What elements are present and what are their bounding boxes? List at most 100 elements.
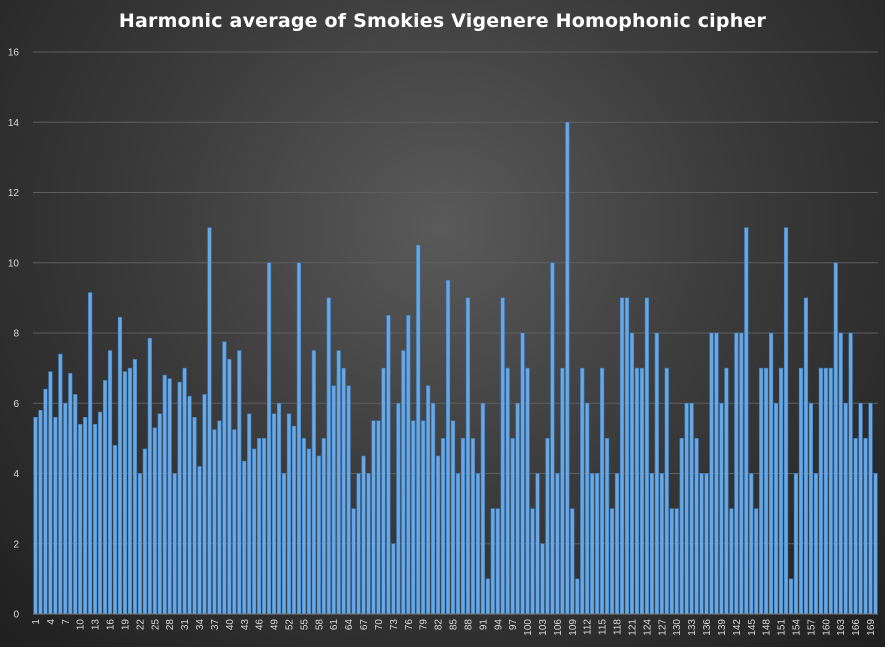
bar-101 xyxy=(530,508,535,615)
bar-125 xyxy=(649,473,654,615)
bar-50 xyxy=(276,402,282,615)
bar-85 xyxy=(450,420,456,615)
bar-5 xyxy=(53,416,58,615)
bar-35 xyxy=(202,394,207,615)
x-tick-label: 130 xyxy=(672,619,683,636)
bar-158 xyxy=(813,473,818,615)
chart-title: Harmonic average of Smokies Vigenere Hom… xyxy=(118,10,767,32)
bar-94 xyxy=(495,508,500,615)
bar-107 xyxy=(560,367,565,615)
x-tick-label: 13 xyxy=(91,619,102,631)
bar-104 xyxy=(545,438,550,615)
bar-51 xyxy=(281,473,287,615)
y-tick-label: 0 xyxy=(13,610,19,621)
x-tick-label: 61 xyxy=(329,619,340,631)
x-tick-label: 7 xyxy=(61,619,72,625)
bar-160 xyxy=(823,367,828,615)
bar-38 xyxy=(217,420,222,615)
bar-12 xyxy=(88,292,93,615)
x-tick-label: 91 xyxy=(478,619,489,631)
bar-82 xyxy=(436,455,441,615)
bar-161 xyxy=(828,367,833,615)
bar-89 xyxy=(470,438,475,615)
y-tick-label: 6 xyxy=(13,399,19,410)
x-tick-label: 10 xyxy=(76,619,87,631)
x-tick-label: 157 xyxy=(806,619,817,636)
bar-25 xyxy=(152,427,157,615)
bar-57 xyxy=(311,350,316,615)
x-tick-label: 154 xyxy=(791,619,802,636)
x-tick-label: 67 xyxy=(359,619,370,631)
bar-3 xyxy=(43,388,48,615)
y-tick-label: 10 xyxy=(8,258,20,269)
bar-66 xyxy=(356,473,361,615)
bar-7 xyxy=(63,402,68,615)
bar-154 xyxy=(793,473,799,615)
bar-147 xyxy=(759,367,764,615)
x-tick-label: 43 xyxy=(240,619,251,631)
bar-65 xyxy=(351,508,356,615)
bar-73 xyxy=(391,543,396,615)
bar-128 xyxy=(664,367,669,615)
x-tick-label: 118 xyxy=(613,619,624,635)
bar-27 xyxy=(162,374,167,615)
x-tick-label: 106 xyxy=(553,619,564,636)
bar-166 xyxy=(853,438,858,615)
bar-64 xyxy=(346,385,351,615)
bar-144 xyxy=(744,227,749,615)
bar-70 xyxy=(376,420,381,615)
x-tick-label: 85 xyxy=(449,619,460,631)
bar-53 xyxy=(291,425,297,615)
x-tick-label: 34 xyxy=(195,619,206,631)
bar-133 xyxy=(689,402,694,615)
bar-21 xyxy=(132,359,137,615)
y-tick-label: 4 xyxy=(13,469,19,480)
bar-122 xyxy=(634,367,640,615)
x-tick-label: 148 xyxy=(762,619,773,636)
x-tick-label: 49 xyxy=(270,619,281,631)
x-tick-label: 4 xyxy=(46,619,57,625)
bar-170 xyxy=(873,473,878,615)
bar-108 xyxy=(565,121,570,615)
x-tick-label: 145 xyxy=(747,619,758,636)
bar-78 xyxy=(416,244,421,615)
bar-24 xyxy=(147,337,152,615)
bar-98 xyxy=(515,402,520,615)
bar-17 xyxy=(112,445,118,615)
bar-67 xyxy=(361,455,366,615)
x-tick-label: 25 xyxy=(150,619,161,631)
bar-13 xyxy=(93,424,98,615)
bar-90 xyxy=(475,473,480,615)
bar-61 xyxy=(331,385,336,615)
bar-169 xyxy=(868,402,873,615)
bar-103 xyxy=(540,543,545,615)
bar-164 xyxy=(843,402,848,615)
x-tick-label: 79 xyxy=(419,619,430,631)
bar-168 xyxy=(863,438,868,615)
bar-111 xyxy=(580,367,585,615)
x-tick-label: 70 xyxy=(374,619,385,631)
bar-32 xyxy=(187,395,192,615)
bar-46 xyxy=(257,438,262,615)
bar-81 xyxy=(431,402,436,615)
bar-139 xyxy=(719,402,724,615)
bar-54 xyxy=(296,262,302,615)
bar-124 xyxy=(644,297,649,615)
bar-97 xyxy=(510,438,515,615)
bar-167 xyxy=(858,402,863,615)
bar-140 xyxy=(724,367,729,615)
bar-80 xyxy=(426,385,431,615)
y-tick-label: 12 xyxy=(8,188,20,199)
y-tick-label: 8 xyxy=(13,329,19,340)
bar-28 xyxy=(167,378,172,615)
bar-155 xyxy=(798,367,804,615)
bar-127 xyxy=(659,473,664,615)
bar-146 xyxy=(754,508,759,615)
bar-102 xyxy=(535,473,540,615)
x-tick-label: 133 xyxy=(687,619,698,636)
bar-2 xyxy=(38,409,43,615)
bar-100 xyxy=(525,367,530,615)
bar-84 xyxy=(445,280,451,615)
bar-60 xyxy=(326,297,331,615)
